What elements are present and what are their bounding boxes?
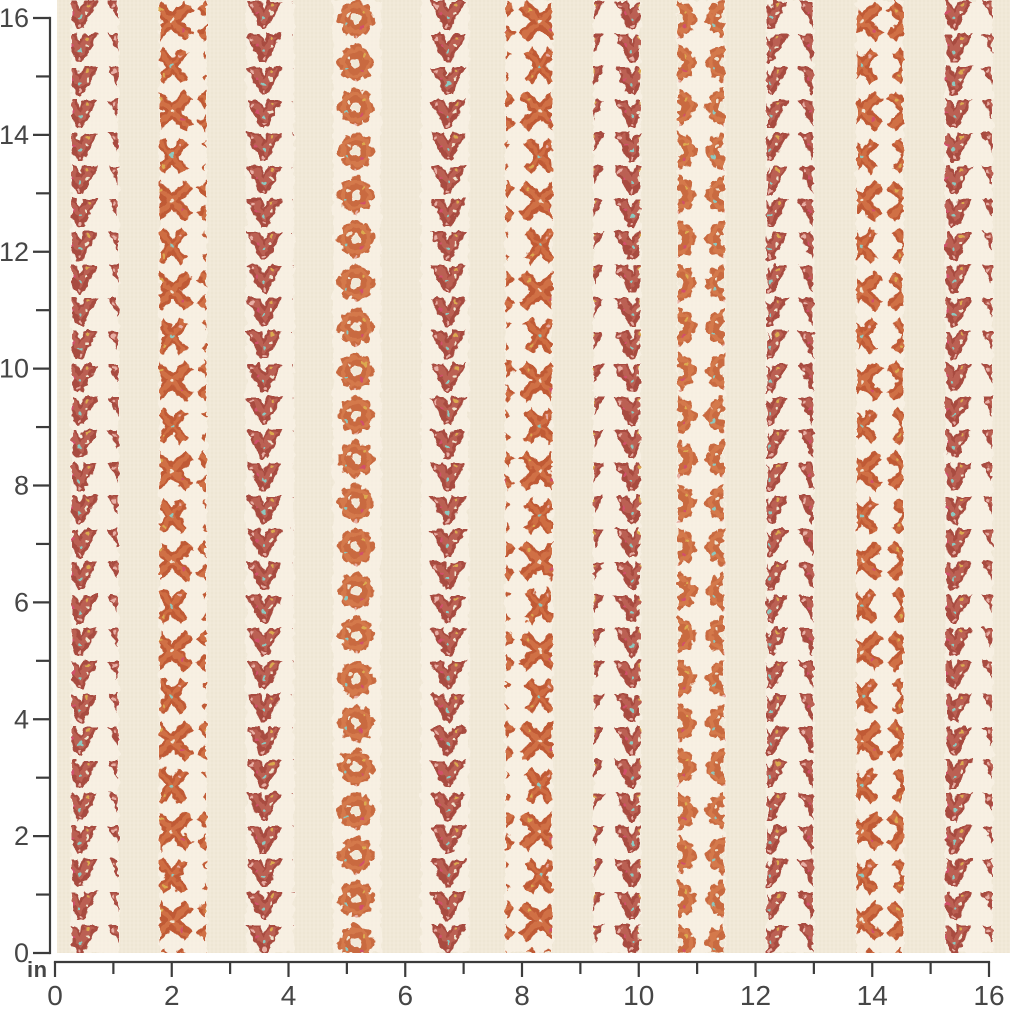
left-ruler-label: 10	[0, 354, 29, 384]
stripe-cross	[857, 0, 903, 953]
left-ruler-label: 12	[0, 237, 29, 267]
stripe-flower	[678, 0, 724, 953]
bottom-ruler-label: 2	[164, 980, 180, 1010]
left-ruler-label: 8	[14, 471, 29, 501]
bottom-ruler-label: 12	[740, 980, 771, 1010]
stripe-chevron	[594, 0, 640, 953]
left-ruler-label: 16	[0, 3, 29, 33]
stripe-chevron	[72, 0, 118, 953]
bottom-ruler-label: 0	[47, 980, 63, 1010]
bottom-ruler-label: 10	[623, 980, 654, 1010]
left-ruler-label: 4	[14, 704, 29, 734]
stripe-cross	[506, 0, 552, 953]
stripe-chevron	[422, 0, 468, 953]
bottom-ruler-label: 8	[514, 980, 530, 1010]
embroidered-stripes	[71, 0, 993, 953]
bottom-ruler-label: 14	[857, 980, 888, 1010]
bottom-ruler-label: 4	[281, 980, 297, 1010]
unit-label: in	[27, 957, 48, 982]
left-ruler-label: 2	[14, 821, 29, 851]
bottom-ruler-label: 16	[973, 980, 1004, 1010]
fabric-swatch-image	[57, 0, 1010, 953]
stripe-cross	[160, 0, 206, 953]
left-ruler-label: 14	[0, 120, 29, 150]
left-ruler-label: 6	[14, 587, 29, 617]
stripe-flower	[334, 0, 380, 953]
stripe-chevron	[946, 0, 992, 953]
stripe-chevron	[767, 0, 813, 953]
stripe-chevron	[247, 0, 293, 953]
bottom-ruler-label: 6	[397, 980, 413, 1010]
